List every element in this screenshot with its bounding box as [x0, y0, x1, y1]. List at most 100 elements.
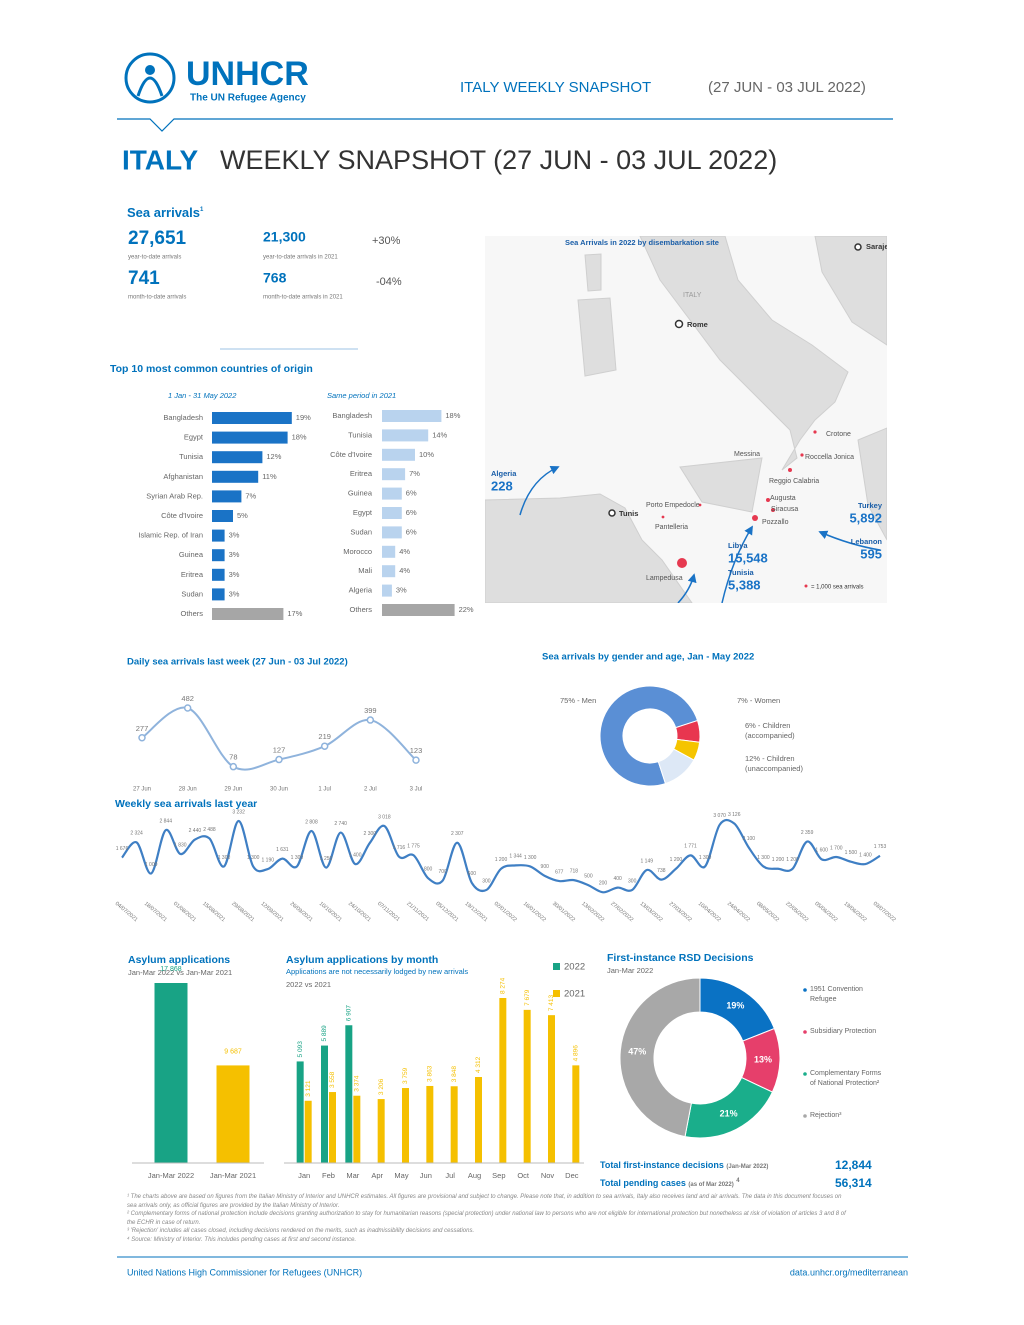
bar [212, 470, 259, 483]
x-tick-label: 26/09/2021 [289, 901, 314, 923]
value-label: 1 200 [786, 857, 799, 863]
value-label: 482 [181, 694, 194, 703]
pie-label: 12% - Children (unaccompanied) [745, 754, 803, 773]
x-tick-label: Mar [346, 1171, 359, 1180]
x-tick-label: 3 Jul [410, 787, 423, 793]
kpi-value: 27,651 [128, 228, 187, 249]
value-label: 3 558 [329, 1071, 336, 1088]
chart-subtitle: 2022 vs 2021 [286, 980, 331, 989]
value-label: 127 [273, 746, 286, 755]
x-tick-label: 13/02/2022 [580, 901, 605, 923]
x-tick-label: 05/06/2022 [813, 901, 838, 923]
logo-tagline: The UN Refugee Agency [190, 93, 306, 104]
bar [345, 1025, 353, 1163]
header-snapshot: ITALY WEEKLY SNAPSHOT [460, 79, 651, 96]
bar [216, 1065, 250, 1163]
point [138, 734, 146, 742]
map-title: Sea Arrivals in 2022 by disembarkation s… [565, 238, 719, 247]
value-label: 1 400 [349, 852, 362, 858]
value-label: 500 [584, 874, 593, 880]
map-place: Porto Empedocle [646, 502, 700, 509]
footnote: ⁴ Source: Ministry of Interior. This inc… [127, 1236, 357, 1243]
value-label: 6% [406, 489, 417, 498]
value-label: 1 716 [393, 845, 406, 851]
value-label: 12% [266, 452, 281, 461]
value-label: 3 863 [427, 1065, 434, 1082]
value-label: 1 300 [247, 855, 260, 861]
x-tick-label: Jan-Mar 2022 [148, 1171, 194, 1180]
map-place: Rome [687, 320, 708, 329]
value-label: 1 500 [845, 850, 858, 856]
bar [353, 1095, 361, 1163]
bar-label: Others [180, 609, 203, 618]
slice-label: 21% [720, 1109, 738, 1119]
value-label: 14% [432, 430, 447, 439]
legend-label: Subsidiary Protection [810, 1028, 877, 1035]
map-place: Messina [734, 451, 760, 458]
footnote: ¹ The charts above are based on figures … [127, 1194, 842, 1209]
bar [382, 526, 402, 539]
bar [212, 412, 292, 424]
route-name: Algeria [491, 469, 517, 478]
bar-label: Eritrea [181, 570, 204, 579]
value-label: 3% [229, 570, 240, 579]
chart-title: Weekly sea arrivals last year [115, 798, 257, 810]
value-label: 700 [439, 869, 448, 875]
value-label: 2 100 [743, 836, 756, 842]
value-label: 3 206 [378, 1078, 385, 1095]
x-tick-label: 04/07/2021 [114, 901, 139, 923]
x-tick-label: 02/01/2022 [493, 901, 518, 923]
x-tick-label: 19/06/2022 [842, 901, 867, 923]
bar [382, 584, 392, 597]
value-label: 2 488 [203, 827, 216, 833]
sea-arrivals-title: Sea arrivals [127, 205, 200, 220]
bar [212, 588, 225, 601]
slice-label: 19% [726, 1000, 744, 1010]
bar-label: Afghanistan [163, 472, 203, 481]
value-label: 3% [229, 531, 240, 540]
bar [475, 1077, 482, 1163]
x-tick-label: Jun [420, 1171, 432, 1180]
chart-title: Top 10 most common countries of origin [110, 363, 313, 375]
bar-label: Côte d'Ivoire [161, 511, 203, 520]
value-label: 300 [628, 878, 637, 884]
bar-label: Islamic Rep. of Iran [138, 531, 203, 540]
footnote: ³ 'Rejection' includes all cases closed,… [127, 1228, 475, 1234]
header-rule [117, 118, 893, 132]
pie-label: 7% - Women [737, 696, 781, 705]
line [121, 818, 881, 894]
map-place: Roccella Jonica [805, 454, 854, 461]
x-tick-label: Jan-Mar 2021 [210, 1171, 256, 1180]
bar-label: Sudan [350, 527, 372, 536]
value-label: 3% [396, 586, 407, 595]
value-label: 3 232 [232, 809, 245, 815]
x-tick-label: 21/11/2021 [405, 901, 430, 923]
value-label: 6 907 [346, 1005, 353, 1022]
x-tick-label: 12/09/2021 [259, 901, 284, 923]
value-label: 3 070 [713, 813, 726, 819]
value-label: 1 300 [291, 855, 304, 861]
x-tick-label: 08/05/2022 [755, 901, 780, 923]
bar-label: Côte d'Ivoire [330, 450, 372, 459]
bar [382, 565, 396, 578]
bar-label: Others [349, 605, 372, 614]
value-label: 1 344 [509, 854, 522, 860]
value-label: 1 771 [684, 844, 697, 850]
chart-subtitle: Same period in 2021 [327, 391, 396, 400]
map-place: Pozzallo [762, 519, 789, 526]
footnotes: ¹ The charts above are based on figures … [127, 1193, 847, 1244]
x-tick-label: 22/05/2022 [784, 901, 809, 923]
value-label: 6% [406, 527, 417, 536]
value-label: 600 [468, 871, 477, 877]
logo [124, 52, 176, 104]
value-label: 1 775 [407, 844, 420, 850]
bar-label: Eritrea [350, 469, 373, 478]
value-label: 2 844 [159, 818, 172, 824]
bar [212, 431, 288, 444]
x-tick-label: Dec [565, 1171, 579, 1180]
x-tick-label: 24/10/2021 [347, 901, 372, 923]
value-label: 1 300 [699, 855, 712, 861]
value-label: 17 868 [160, 966, 182, 973]
chart-subtitle: Jan-Mar 2022 [607, 966, 653, 975]
route-name: Lebanon [851, 537, 883, 546]
